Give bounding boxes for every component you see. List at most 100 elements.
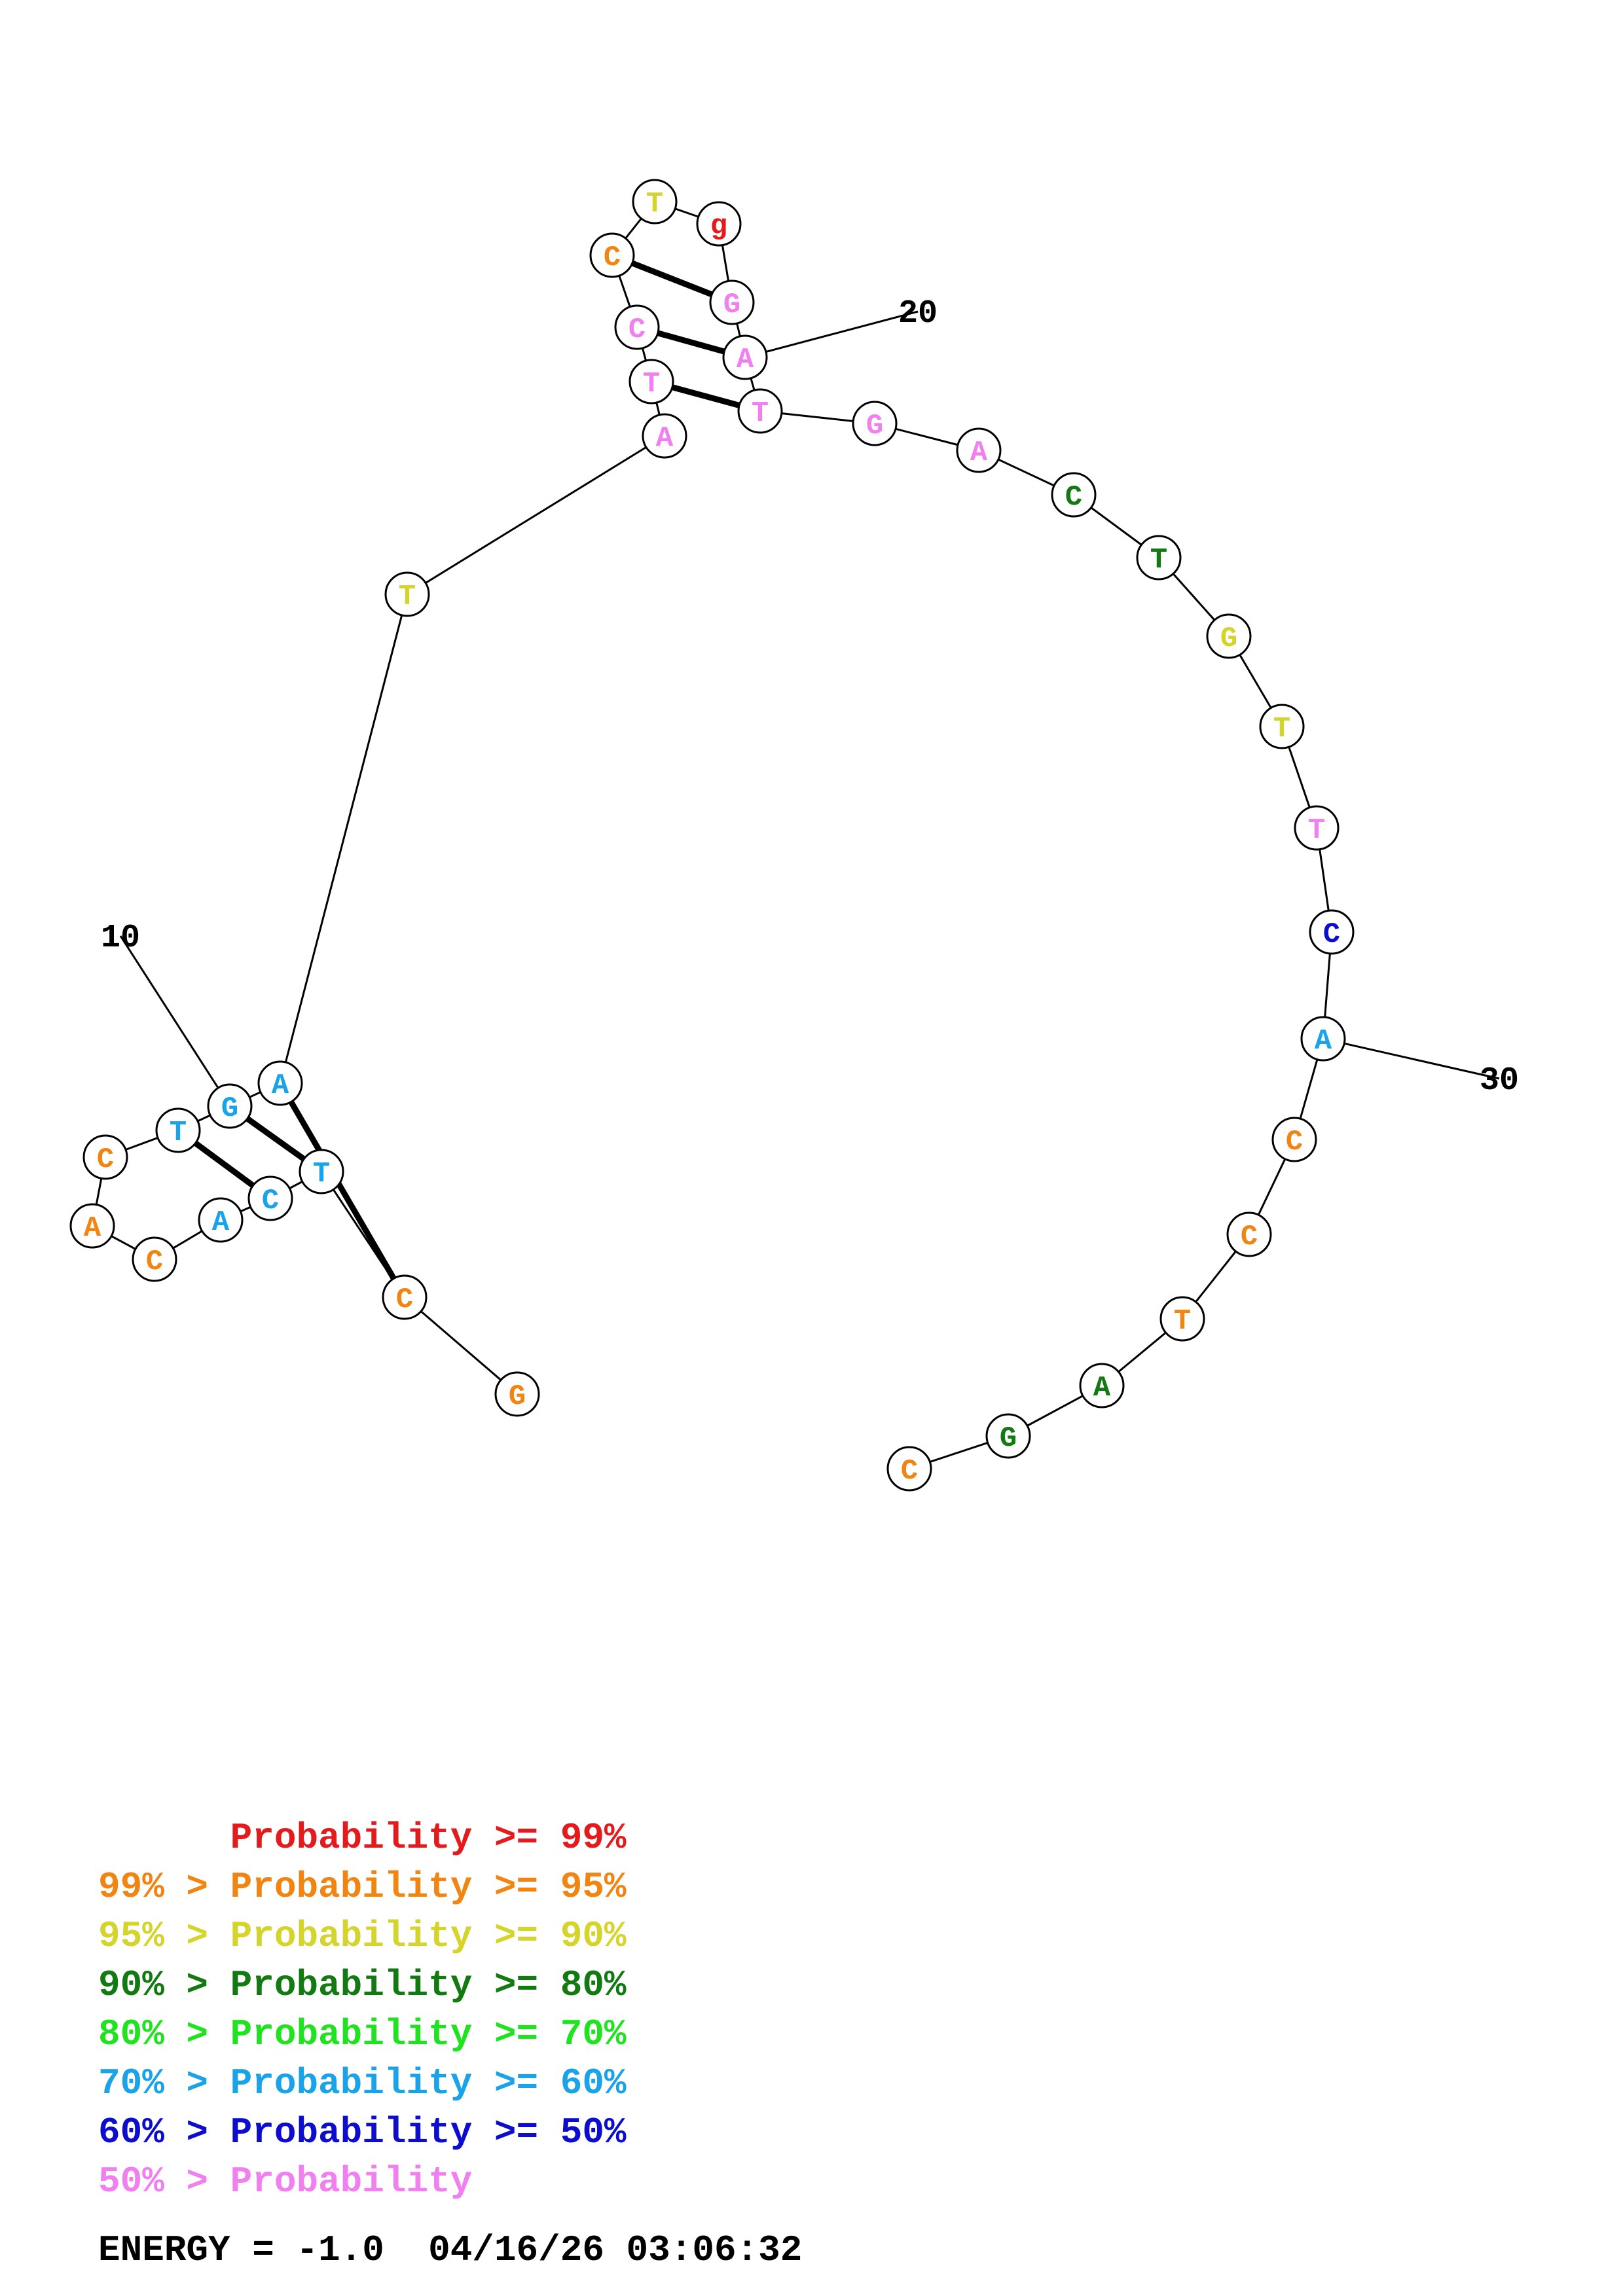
nucleotide: G: [985, 1413, 1031, 1459]
legend-entry: 95% > Probability >= 90%: [98, 1915, 627, 1957]
nucleotide: C: [1271, 1117, 1317, 1162]
nucleotide-base: G: [1000, 1422, 1017, 1455]
energy-label: ENERGY = -1.0 04/16/26 03:06:32: [98, 2229, 803, 2271]
nucleotide: C: [886, 1446, 932, 1492]
base-pair-bond: [671, 384, 740, 408]
nucleotide-circle: [696, 201, 742, 247]
nucleotide-base: C: [604, 242, 621, 274]
nucleotide-base: G: [866, 410, 883, 442]
nucleotide-circle: [382, 1274, 428, 1320]
nucleotide: T: [155, 1107, 201, 1153]
nucleotide-base: C: [262, 1185, 279, 1217]
nucleotide-circle: [1051, 472, 1097, 518]
nucleotide-circle: [198, 1197, 244, 1243]
nucleotide-circle: [1226, 1211, 1272, 1257]
base-pair-bond: [288, 1100, 397, 1280]
nucleotide-base: C: [1241, 1221, 1258, 1253]
nucleotide-circle: [629, 359, 674, 404]
nucleotide: T: [1259, 704, 1305, 749]
nucleotide-circle: [589, 232, 635, 278]
nucleotide: A: [956, 427, 1002, 473]
base-pair-bonds: [193, 260, 740, 1280]
position-markers: 10 20 30: [101, 295, 1519, 1107]
nucleotide: G: [207, 1083, 253, 1129]
nucleotide-circle: [299, 1149, 344, 1194]
nucleotide: A: [722, 334, 768, 380]
nucleotide-base: G: [723, 289, 740, 321]
nucleotide: A: [1079, 1363, 1125, 1408]
legend-entry: 50% > Probability: [98, 2161, 473, 2202]
nucleotide-base: T: [1308, 814, 1325, 847]
backbone-link: [279, 594, 409, 1084]
nucleotide-base: C: [901, 1455, 918, 1488]
nucleotide: C: [1309, 909, 1355, 955]
legend-entry: 60% > Probability >= 50%: [98, 2111, 627, 2153]
nucleotide: C: [1226, 1211, 1272, 1257]
nucleotide: T: [632, 179, 678, 224]
nucleotide-circle: [132, 1236, 177, 1282]
nucleotide-base: T: [170, 1117, 187, 1149]
nucleotide-base: A: [656, 422, 674, 455]
nucleotide: C: [614, 304, 660, 350]
nucleotide: T: [299, 1149, 344, 1194]
nucleotide: A: [1300, 1016, 1346, 1062]
nucleotide-base: C: [1286, 1126, 1303, 1158]
backbone-link: [407, 435, 665, 596]
nucleotide: T: [737, 388, 783, 434]
nucleotide-circle: [642, 413, 687, 459]
nucleotide-circle: [632, 179, 678, 224]
nucleotide: A: [198, 1197, 244, 1243]
nucleotide-circle: [207, 1083, 253, 1129]
nucleotide: T: [1159, 1296, 1205, 1342]
nucleotide-circle: [494, 1371, 540, 1417]
nucleotide-circle: [155, 1107, 201, 1153]
nucleotide-base: T: [646, 188, 663, 221]
position-marker-line: [119, 935, 231, 1107]
nucleotide-base: C: [396, 1283, 413, 1316]
nucleotide: T: [1294, 805, 1340, 851]
nucleotide-circle: [69, 1203, 115, 1249]
nucleotide: G: [852, 401, 898, 446]
nucleotide: A: [642, 413, 687, 459]
nucleotide: G: [709, 279, 755, 325]
nucleotide-circle: [257, 1060, 303, 1106]
nucleotide: C: [132, 1236, 177, 1282]
nucleotide-base: A: [970, 437, 988, 469]
nucleotide: T: [629, 359, 674, 404]
nucleotide-base: C: [1065, 481, 1082, 514]
nucleotide-circle: [985, 1413, 1031, 1459]
nucleotide-circle: [1309, 909, 1355, 955]
nucleotide-circle: [384, 571, 430, 617]
nucleotide-base: C: [146, 1246, 163, 1278]
nucleotide: G: [1206, 613, 1252, 659]
nucleotide-circle: [1294, 805, 1340, 851]
nucleotide: A: [69, 1203, 115, 1249]
nucleotide: C: [247, 1175, 293, 1221]
nucleotide-base: A: [272, 1069, 289, 1102]
nucleotide-circle: [886, 1446, 932, 1492]
nucleotide-base: G: [221, 1092, 238, 1125]
nucleotide: G: [494, 1371, 540, 1417]
nucleotide-base: C: [97, 1143, 114, 1176]
nucleotide-base: T: [1150, 544, 1167, 577]
nucleotide-circle: [1259, 704, 1305, 749]
legend-entry: Probability >= 99%: [98, 1817, 627, 1859]
nucleotide-base: A: [212, 1206, 230, 1239]
nucleotide: A: [257, 1060, 303, 1106]
nucleotide-circle: [1300, 1016, 1346, 1062]
legend-entry: 70% > Probability >= 60%: [98, 2062, 627, 2104]
nucleotide-base: A: [84, 1212, 101, 1245]
nucleotide-base: C: [1323, 918, 1340, 951]
nucleotide-base: G: [509, 1380, 526, 1413]
nucleotide-base: A: [1315, 1025, 1332, 1058]
base-pair-bond: [193, 1140, 255, 1189]
nucleotide-circle: [1136, 535, 1182, 581]
nucleotide: C: [589, 232, 635, 278]
nucleotide-circle: [1271, 1117, 1317, 1162]
nucleotide-circle: [1159, 1296, 1205, 1342]
position-marker-label: 30: [1480, 1062, 1519, 1100]
nucleotide-base: A: [737, 344, 754, 376]
nucleotide-base: A: [1093, 1372, 1111, 1405]
